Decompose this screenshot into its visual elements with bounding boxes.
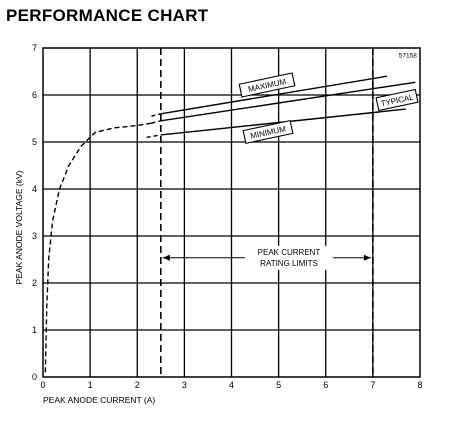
x-tick-4: 4 [229, 380, 234, 390]
label-typical: TYPICAL [375, 88, 419, 112]
rating-limits-label: RATING LIMITS [260, 259, 318, 268]
plot-frame [42, 47, 421, 378]
y-tick-5: 5 [32, 137, 37, 147]
x-tick-5: 5 [276, 380, 281, 390]
peak-current-label: PEAK CURRENT [258, 248, 321, 257]
x-tick-labels: 0 1 2 3 4 5 6 7 8 [40, 380, 422, 390]
series-line-maximum [160, 75, 388, 115]
limit-arrowhead-left [162, 254, 170, 261]
x-tick-3: 3 [182, 380, 187, 390]
y-axis-label: PEAK ANODE VOLTAGE (kV) [14, 170, 24, 284]
limit-arrowhead-right [363, 254, 371, 261]
label-minimum: MINIMUM [242, 119, 294, 145]
x-tick-0: 0 [40, 380, 45, 390]
chart-code: 57158 [399, 52, 417, 59]
series-dash-minimum [146, 134, 161, 138]
label-minimum-box [242, 119, 294, 145]
page-title: PERFORMANCE CHART [6, 6, 209, 25]
x-tick-6: 6 [323, 380, 328, 390]
x-tick-2: 2 [135, 380, 140, 390]
y-tick-1: 1 [32, 325, 37, 335]
plot-border [42, 47, 421, 378]
series-dash-maximum [151, 113, 161, 117]
x-axis-label: PEAK ANODE CURRENT (A) [43, 395, 155, 405]
y-tick-labels: 0 1 2 3 4 5 6 7 [32, 43, 37, 382]
y-tick-4: 4 [32, 184, 37, 194]
y-tick-0: 0 [32, 372, 37, 382]
label-maximum: MAXIMUM [238, 72, 296, 98]
y-tick-6: 6 [32, 90, 37, 100]
label-maximum-box [238, 72, 296, 98]
series-labels: MAXIMUM TYPICAL MINIMUM [238, 72, 419, 145]
series-line-typical [160, 81, 416, 122]
y-tick-7: 7 [32, 43, 37, 53]
y-tick-2: 2 [32, 278, 37, 288]
series-lines [44, 75, 416, 373]
label-typical-box [375, 88, 419, 112]
grid [43, 48, 420, 377]
limit-lines [160, 48, 374, 377]
x-tick-7: 7 [370, 380, 375, 390]
series-dash-typical [151, 120, 161, 124]
x-tick-8: 8 [417, 380, 422, 390]
x-tick-1: 1 [88, 380, 93, 390]
series-line-curve [44, 122, 152, 373]
y-tick-3: 3 [32, 231, 37, 241]
limit-label-bg [244, 245, 333, 270]
